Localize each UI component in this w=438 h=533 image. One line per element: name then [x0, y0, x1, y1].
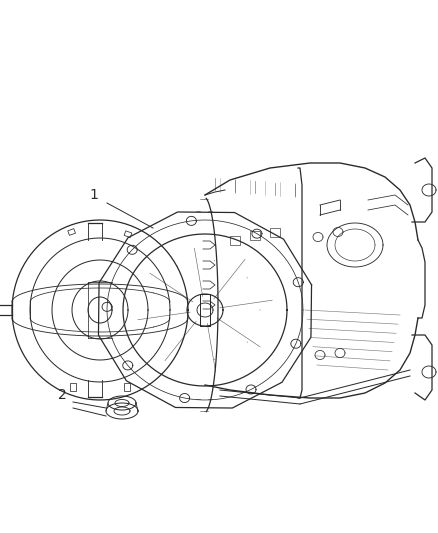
Text: 1: 1 — [89, 188, 99, 202]
Bar — [124, 383, 131, 391]
Bar — [230, 236, 240, 245]
Bar — [68, 229, 75, 236]
Bar — [70, 383, 76, 391]
Bar — [124, 231, 132, 238]
Text: 2: 2 — [58, 388, 67, 402]
Bar — [270, 228, 280, 237]
Bar — [250, 231, 260, 240]
